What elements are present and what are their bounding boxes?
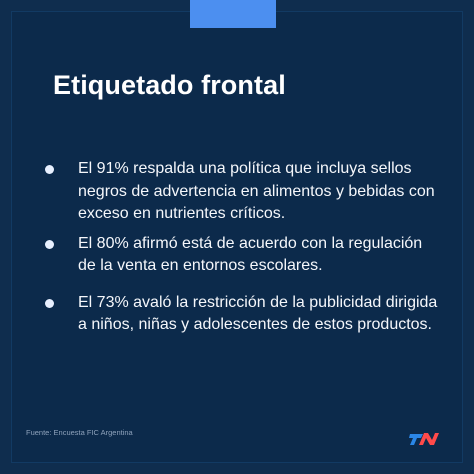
bullet-dot-icon bbox=[45, 298, 54, 308]
tn-logo-left-mark bbox=[409, 434, 423, 445]
source-note: Fuente: Encuesta FIC Argentina bbox=[26, 428, 133, 437]
accent-tab bbox=[190, 0, 276, 28]
bullet-dot-icon bbox=[45, 165, 54, 174]
list-item: El 73% avaló la restricción de la public… bbox=[44, 292, 439, 337]
bullet-text: El 80% afirmó está de acuerdo con la reg… bbox=[78, 234, 423, 275]
bullet-list: El 91% respalda una política que incluya… bbox=[44, 158, 439, 337]
bullet-text: El 73% avaló la restricción de la public… bbox=[78, 293, 438, 334]
bullet-text: El 91% respalda una política que incluya… bbox=[78, 160, 435, 222]
tn-logo bbox=[409, 433, 439, 445]
list-item: El 91% respalda una política que incluya… bbox=[44, 158, 439, 226]
page-title: Etiquetado frontal bbox=[53, 70, 286, 100]
content-panel bbox=[11, 11, 463, 463]
bullet-dot-icon bbox=[45, 239, 54, 249]
list-item: El 80% afirmó está de acuerdo con la reg… bbox=[44, 233, 439, 278]
tn-logo-right-mark bbox=[419, 433, 439, 445]
